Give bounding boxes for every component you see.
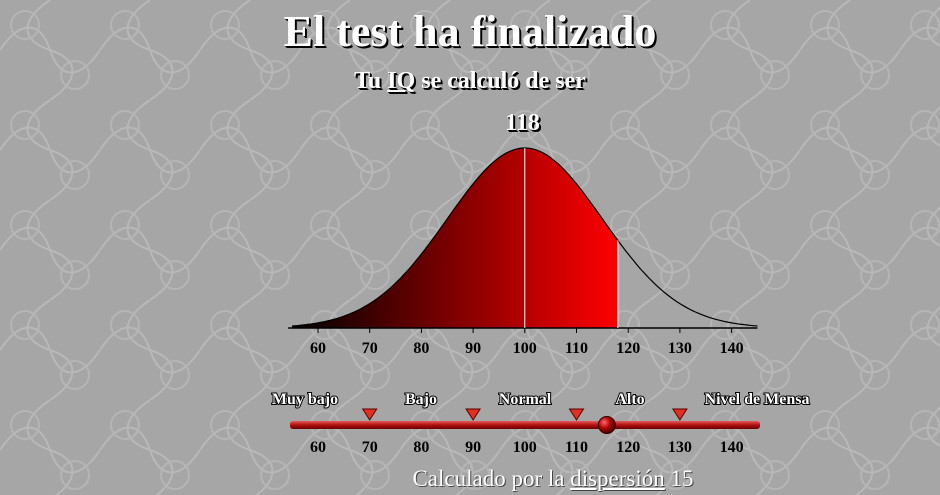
scale-tick-label: 130 (668, 439, 692, 456)
iq-score: 118 (505, 110, 540, 136)
threshold-marker (465, 408, 482, 421)
category-label: Muy bajo (272, 391, 338, 408)
curve-tick-label: 60 (310, 340, 326, 357)
page-title: El test ha finalizado (283, 7, 657, 56)
scale-bar (290, 421, 760, 429)
threshold-marker (568, 408, 585, 421)
scale-tick-label: 100 (513, 439, 537, 456)
curve-tick-label: 120 (616, 340, 640, 357)
threshold-marker (671, 408, 688, 421)
result-subtitle: Tu IQ se calculó de ser (0, 68, 940, 95)
subtitle-prefix: Tu (354, 68, 382, 94)
scale-tick-label: 70 (362, 439, 378, 456)
scale-tick-label: 80 (413, 439, 429, 456)
threshold-marker (361, 408, 378, 421)
curve-tick-label: 70 (362, 340, 378, 357)
scale-tick-label: 120 (616, 439, 640, 456)
footer-prefix: Calculado por la (412, 466, 565, 491)
category-label: Alto (615, 391, 644, 408)
scale-tick-label: 90 (465, 439, 481, 456)
category-label: Normal (499, 391, 552, 408)
category-label: Bajo (405, 391, 437, 408)
category-label: Nivel de Mensa (705, 391, 810, 408)
curve-tick-label: 110 (565, 340, 588, 357)
shaded-area (292, 148, 618, 328)
scale-tick-label: 60 (310, 439, 326, 456)
dispersion-link[interactable]: dispersión (570, 466, 665, 491)
curve-tick-label: 140 (720, 340, 744, 357)
curve-tick-label: 130 (668, 340, 692, 357)
subtitle-suffix: se calculó de ser (421, 68, 586, 94)
footer-value: 15 (670, 466, 694, 491)
scale-tick-label: 140 (720, 439, 744, 456)
scale-tick-label: 110 (565, 439, 588, 456)
curve-tick-label: 90 (465, 340, 481, 357)
iq-link[interactable]: IQ (387, 68, 416, 94)
curve-tick-label: 100 (513, 340, 537, 357)
curve-tick-label: 80 (413, 340, 429, 357)
footer-note: Calculado por la dispersión 15 (0, 466, 940, 492)
iq-indicator-ball (597, 416, 616, 434)
